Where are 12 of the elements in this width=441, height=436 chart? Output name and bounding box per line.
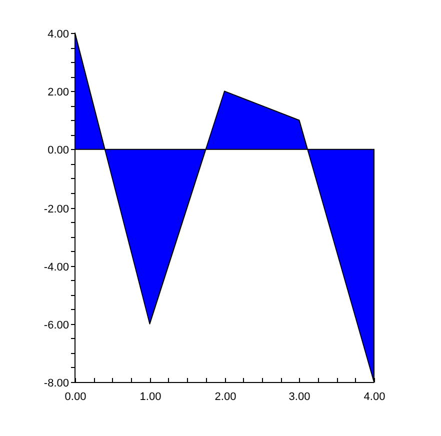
y-tick-label: 4.00 [48,28,69,40]
y-tick-label: 2.00 [48,86,69,98]
y-tick-label: 0.00 [48,144,69,156]
y-tick-label: -8.00 [44,377,69,390]
x-tick-label: 0.00 [64,391,86,403]
y-tick-label: -6.00 [44,319,69,332]
x-tick-label: 4.00 [364,391,386,403]
y-tick-label: -4.00 [44,261,69,274]
x-tick-label: 1.00 [140,391,162,403]
y-tick-label: -2.00 [44,203,69,216]
x-tick-label: 2.00 [214,391,236,403]
x-tick-label: 3.00 [288,391,310,403]
